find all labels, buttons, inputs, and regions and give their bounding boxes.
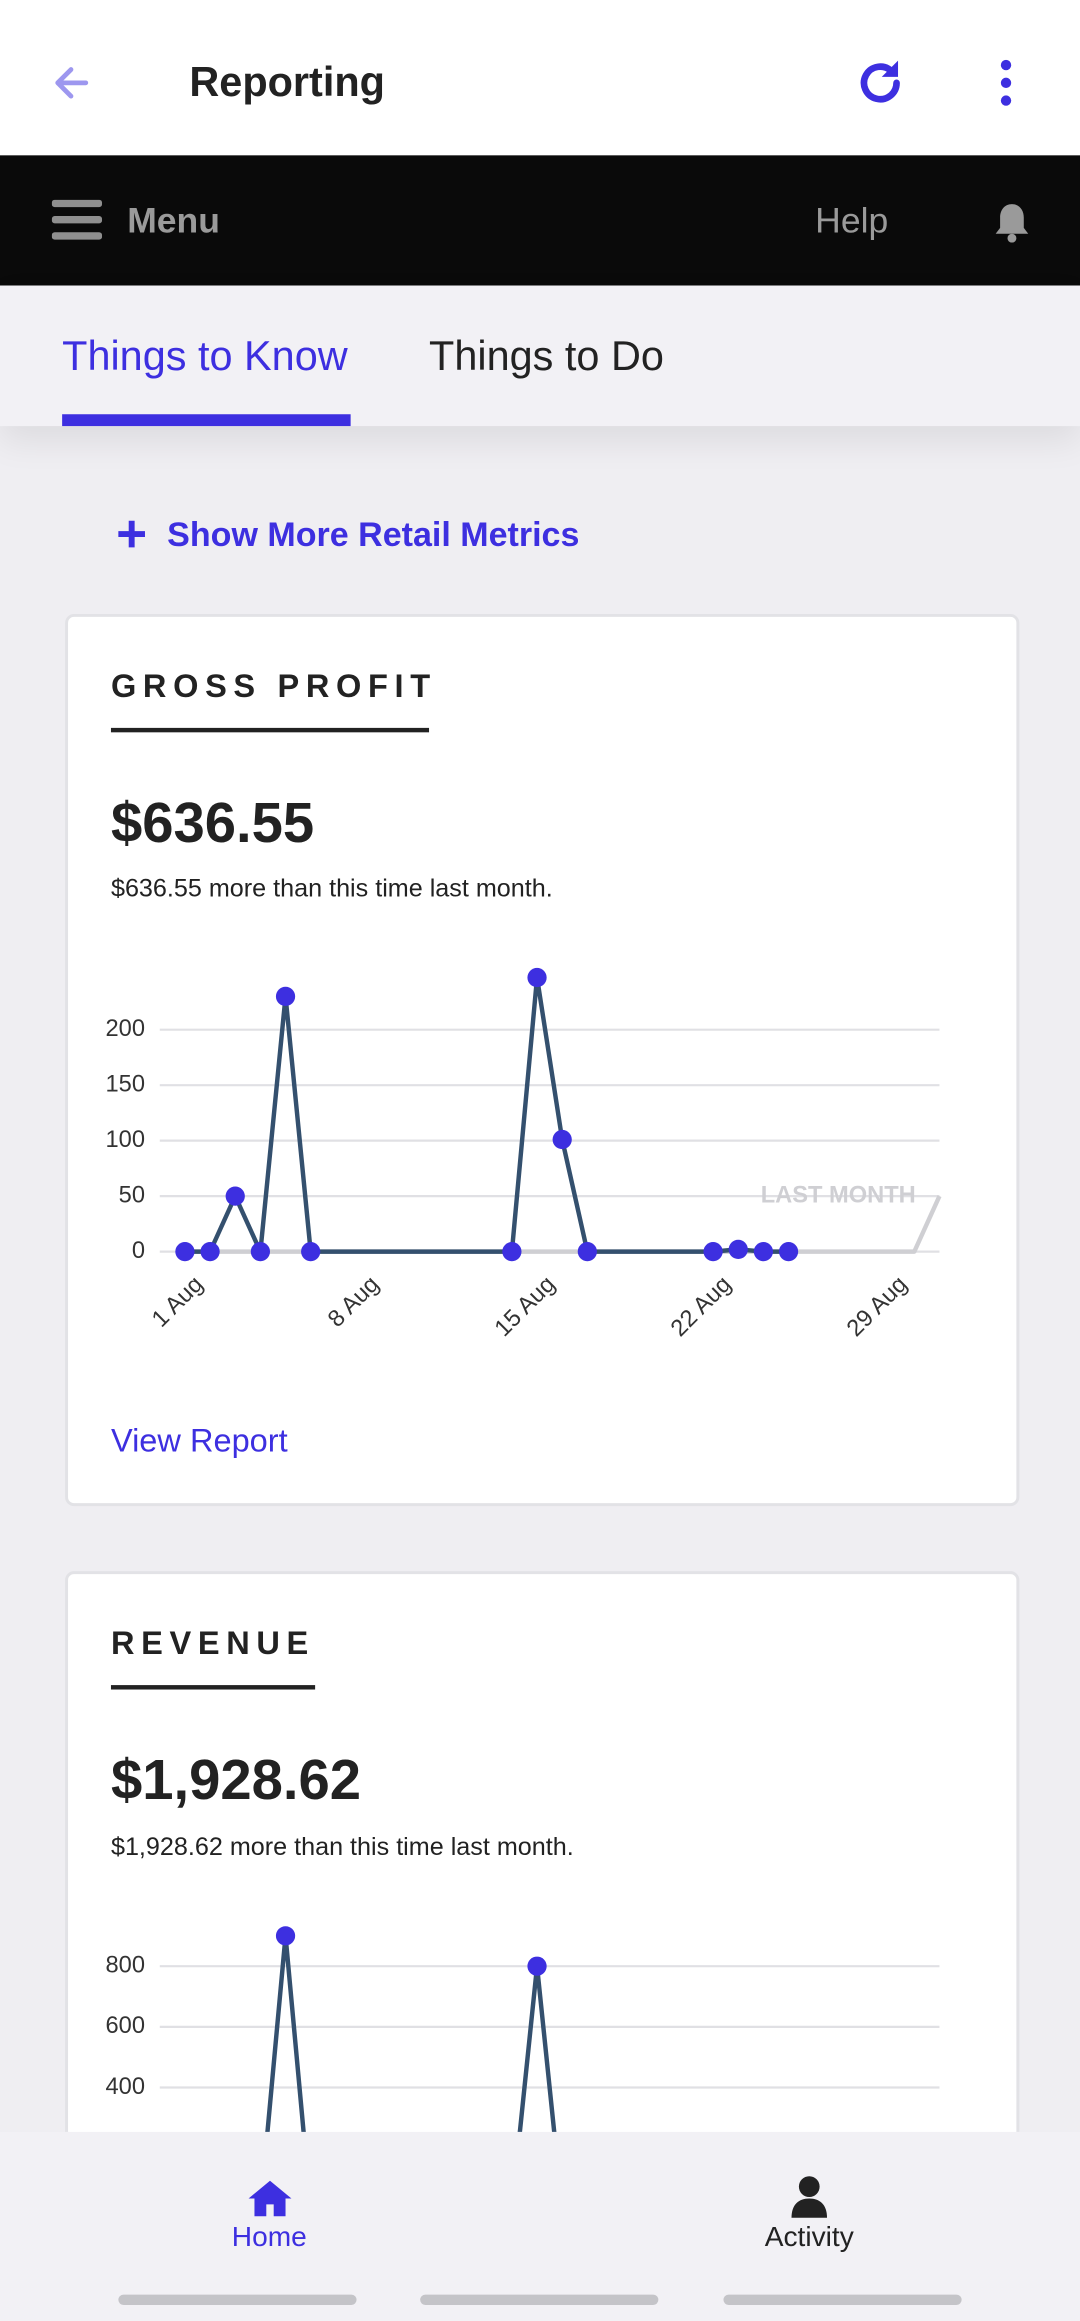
y-tick-label: 600	[106, 2013, 145, 2039]
menu-icon[interactable]	[51, 199, 103, 241]
series-line	[184, 975, 789, 1254]
data-point	[703, 1241, 723, 1262]
data-point	[200, 1241, 220, 1262]
y-tick-label: 800	[106, 1952, 145, 1978]
data-point	[301, 1241, 321, 1262]
nav-activity[interactable]: Activity	[764, 2222, 854, 2254]
y-tick-label: 0	[132, 1238, 145, 1264]
card-title: GROSS PROFIT	[110, 667, 437, 705]
app-bar: Reporting	[0, 0, 1080, 156]
gesture-bar	[420, 2294, 659, 2305]
data-point	[728, 1239, 748, 1260]
tab[interactable]: Things to Do	[429, 332, 664, 379]
data-point	[577, 1241, 597, 1262]
y-tick-label: 400	[106, 2074, 145, 2100]
y-tick-label: 100	[106, 1127, 145, 1153]
x-tick-label: 22 Aug	[666, 1271, 736, 1341]
title-underline	[110, 1685, 316, 1690]
gesture-bar	[723, 2294, 962, 2305]
title-underline	[110, 727, 430, 733]
x-tick-label: 15 Aug	[490, 1271, 560, 1341]
nav-home[interactable]: Home	[231, 2222, 307, 2254]
data-point	[225, 1186, 245, 1206]
more-button[interactable]	[994, 59, 1018, 106]
card-title: REVENUE	[110, 1624, 315, 1662]
data-point	[275, 1926, 296, 1946]
tab-active[interactable]: Things to Know	[62, 332, 348, 379]
x-tick-label: 1 Aug	[147, 1271, 208, 1332]
amount: $1,928.62	[110, 1750, 362, 1813]
subtitle: $1,928.62 more than this time last month…	[110, 1833, 574, 1862]
plus-icon	[118, 520, 145, 548]
data-point	[552, 1129, 572, 1150]
card: GROSS PROFIT $636.55 $636.55 more than t…	[65, 613, 1020, 1507]
data-point	[527, 1956, 547, 1976]
help-link[interactable]: Help	[815, 201, 889, 242]
page-title: Reporting	[189, 59, 385, 106]
bottom-nav: Home Activity	[0, 2131, 1080, 2321]
data-point	[778, 1241, 799, 1262]
refresh-button[interactable]	[854, 56, 907, 109]
notifications-icon[interactable]	[993, 201, 1031, 243]
tab-indicator	[62, 414, 351, 427]
x-tick-label: 29 Aug	[842, 1271, 912, 1341]
subtitle: $636.55 more than this time last month.	[110, 874, 553, 903]
view-report-link[interactable]: View Report	[110, 1421, 288, 1459]
activity-icon[interactable]	[790, 2175, 828, 2219]
data-point	[753, 1241, 774, 1262]
y-tick-label: 150	[106, 1071, 145, 1097]
menu-label[interactable]: Menu	[127, 201, 220, 242]
toolbar: Menu Help	[0, 155, 1080, 286]
tab-bar: Things to Know Things to Do	[0, 285, 1080, 427]
data-point	[250, 1241, 270, 1262]
data-point	[275, 986, 296, 1007]
gesture-bar	[118, 2294, 357, 2305]
data-point	[175, 1241, 195, 1262]
show-more-link[interactable]: Show More Retail Metrics	[167, 514, 580, 554]
back-button[interactable]	[50, 62, 91, 103]
series-label: LAST MONTH	[761, 1182, 916, 1208]
y-tick-label: 50	[119, 1182, 145, 1208]
y-tick-label: 200	[106, 1016, 145, 1042]
data-point	[502, 1241, 522, 1262]
data-point	[527, 967, 547, 988]
x-tick-label: 8 Aug	[323, 1271, 384, 1332]
amount: $636.55	[110, 792, 315, 856]
home-icon[interactable]	[247, 2179, 293, 2217]
